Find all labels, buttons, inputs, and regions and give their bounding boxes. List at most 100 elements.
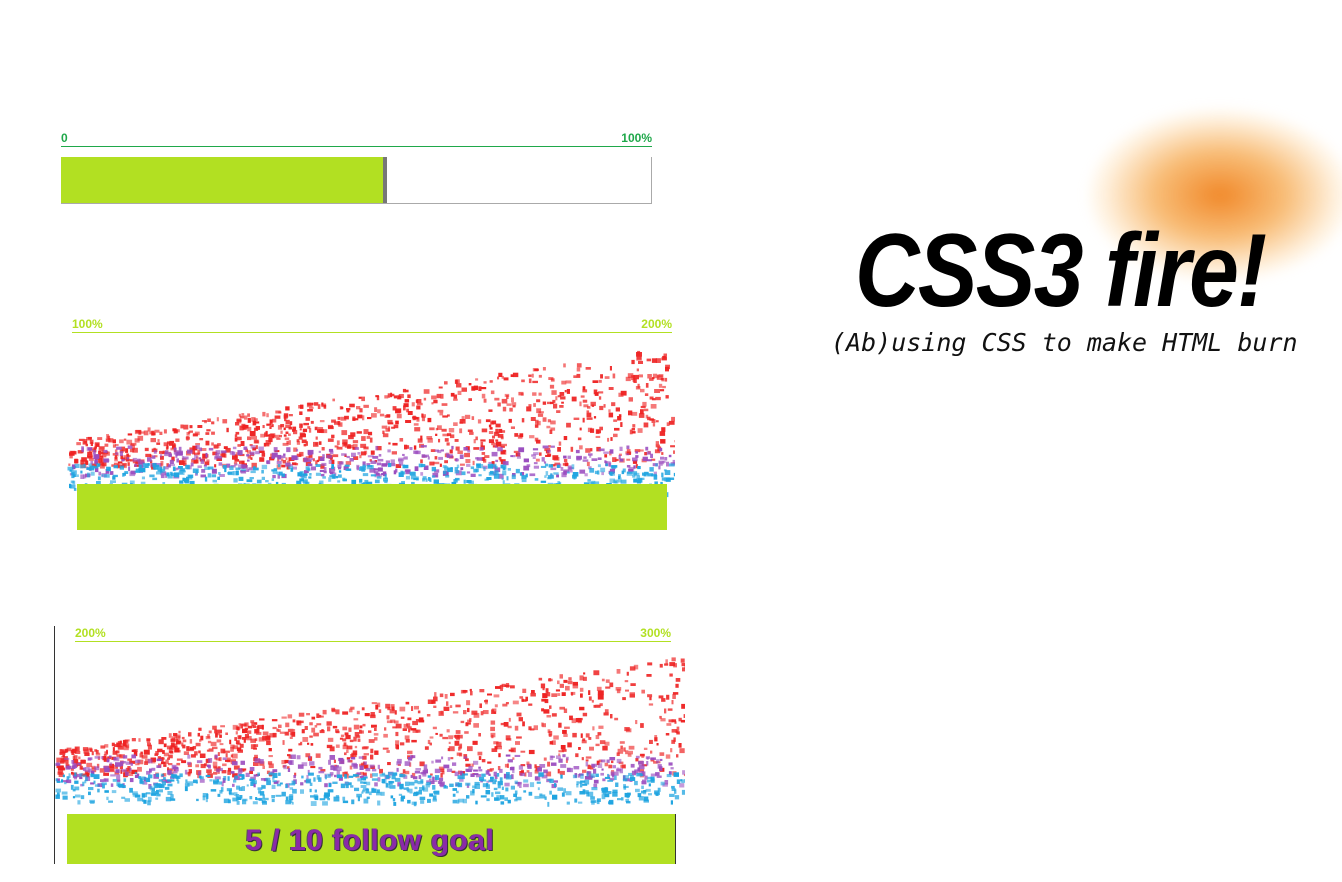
flame-particle bbox=[227, 770, 232, 775]
flame-particle bbox=[382, 433, 389, 438]
flame-particle bbox=[196, 760, 203, 764]
flame-particle bbox=[348, 708, 353, 713]
flame-particle bbox=[638, 374, 643, 378]
flame-particle bbox=[493, 473, 500, 479]
flame-particle bbox=[400, 742, 405, 746]
flame-particle bbox=[646, 358, 652, 362]
flame-particle bbox=[668, 454, 672, 458]
flame-particle bbox=[110, 783, 114, 787]
flame-particle bbox=[327, 789, 334, 793]
flame-particle bbox=[639, 449, 644, 452]
flame-particle bbox=[515, 468, 520, 474]
flame-particle bbox=[557, 787, 564, 791]
flame-particle bbox=[589, 765, 594, 770]
flame-particle bbox=[588, 466, 592, 470]
flame-particle bbox=[80, 464, 84, 469]
flame-particle bbox=[339, 759, 345, 765]
flame-particle bbox=[679, 783, 685, 788]
flame-particle bbox=[205, 774, 211, 778]
flame-particle bbox=[130, 442, 137, 446]
flame-particle bbox=[315, 753, 321, 758]
flame-particle bbox=[563, 458, 568, 463]
flame-particle bbox=[315, 472, 321, 476]
flame-particle bbox=[536, 420, 541, 426]
flame-particle bbox=[658, 695, 664, 699]
flame-particle bbox=[494, 711, 497, 714]
flame-particle bbox=[142, 780, 148, 785]
flame-particle bbox=[405, 389, 409, 393]
flame-particle bbox=[583, 672, 586, 675]
flame-particle bbox=[599, 703, 603, 707]
flame-particle bbox=[500, 801, 505, 805]
meter-scale: 200% 300% bbox=[75, 626, 671, 642]
flame-particle bbox=[88, 787, 94, 791]
flame-particle bbox=[647, 416, 651, 421]
flame-particle bbox=[192, 746, 197, 750]
flame-particle bbox=[100, 745, 106, 749]
flame-particle bbox=[363, 429, 369, 435]
flame-particle bbox=[470, 473, 476, 477]
flame-particle bbox=[572, 684, 579, 689]
flame-particle bbox=[623, 747, 626, 752]
flame-particle bbox=[682, 770, 685, 775]
flame-particle bbox=[152, 477, 158, 481]
flame-particle bbox=[537, 767, 542, 772]
flame-particle bbox=[200, 459, 205, 464]
flame-particle bbox=[426, 436, 433, 440]
flame-particle bbox=[489, 380, 493, 383]
flame-particle bbox=[564, 726, 570, 729]
flame-particle bbox=[413, 450, 419, 454]
flame-particle bbox=[659, 758, 663, 761]
flame-particle bbox=[423, 389, 430, 394]
flame-particle bbox=[425, 783, 430, 788]
flame-particle bbox=[262, 411, 266, 417]
flame-particle bbox=[166, 441, 170, 445]
flame-particle bbox=[644, 775, 648, 780]
flame-particle bbox=[255, 445, 258, 449]
flame-particle bbox=[96, 763, 100, 768]
flame-particle bbox=[56, 780, 61, 783]
flame-particle bbox=[407, 750, 413, 755]
flame-particle bbox=[630, 683, 636, 686]
flame-particle bbox=[303, 422, 309, 426]
flame-particle bbox=[271, 719, 278, 722]
flame-particle bbox=[673, 472, 675, 477]
flame-particle bbox=[346, 749, 349, 753]
flame-particle bbox=[671, 739, 676, 744]
flame-particle bbox=[187, 474, 194, 478]
flame-particle bbox=[561, 472, 567, 478]
flame-particle bbox=[664, 470, 671, 475]
flame-particle bbox=[599, 405, 604, 411]
flame-particle bbox=[330, 765, 336, 771]
flame-particle bbox=[650, 404, 657, 409]
flame-particle bbox=[160, 474, 165, 479]
flame-particle bbox=[342, 744, 348, 750]
flame-particle bbox=[316, 459, 320, 463]
flame-particle bbox=[612, 773, 615, 777]
flame-particle bbox=[443, 764, 450, 769]
flame-particle bbox=[422, 785, 425, 791]
flame-particle bbox=[471, 416, 475, 420]
flame-particle bbox=[366, 435, 371, 439]
flame-particle bbox=[178, 730, 181, 734]
flame-particle bbox=[604, 762, 609, 767]
flame-particle bbox=[510, 374, 514, 377]
flame-particle bbox=[647, 694, 653, 698]
flame-particle bbox=[103, 474, 110, 478]
flame-particle bbox=[559, 683, 564, 688]
flame-particle bbox=[552, 794, 558, 800]
flame-particle bbox=[659, 663, 663, 668]
flame-particle bbox=[582, 399, 588, 403]
flame-particle bbox=[98, 458, 103, 463]
flame-particle bbox=[566, 389, 570, 394]
flame-particle bbox=[660, 781, 665, 786]
flame-particle bbox=[307, 468, 311, 472]
flame-particle bbox=[237, 436, 242, 441]
flame-particle bbox=[280, 424, 285, 428]
flame-particle bbox=[162, 750, 165, 754]
flame-particle bbox=[240, 768, 247, 771]
flame-particle bbox=[457, 450, 463, 454]
flame-particle bbox=[434, 449, 439, 452]
flame-particle bbox=[83, 463, 86, 469]
flame-particle bbox=[242, 728, 248, 734]
